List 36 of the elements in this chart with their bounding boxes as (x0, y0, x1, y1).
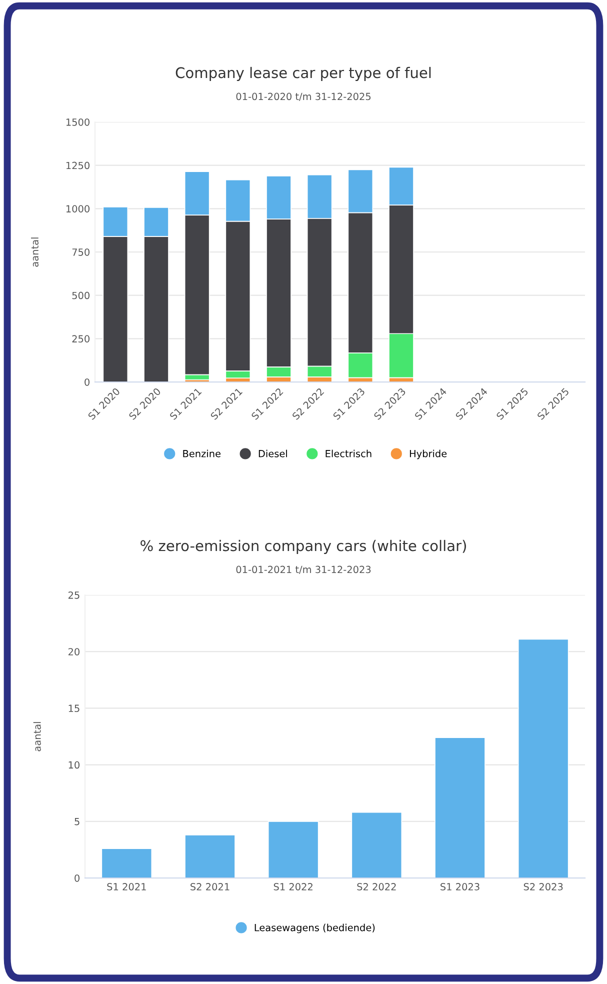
legend-label: Electrisch (326, 450, 372, 458)
y-tick-label: 250 (72, 335, 90, 342)
bar (101, 848, 152, 878)
y-tick-label: 10 (68, 761, 80, 769)
chart-title: % zero-emission company cars (white collar) (140, 540, 466, 554)
chart-subtitle: 01-01-2020 t/m 31-12-2025 (236, 92, 371, 101)
y-tick-label: 5 (74, 818, 80, 826)
legend-label: Diesel (258, 450, 287, 458)
y-tick-label: 750 (72, 248, 90, 256)
bar (518, 638, 569, 878)
legend-label: Leasewagens (bediende) (254, 924, 375, 934)
x-tick-label: S2 2022 (357, 883, 396, 890)
bar (434, 737, 486, 878)
y-tick-label: 0 (84, 378, 90, 386)
y-tick-label: 20 (68, 648, 80, 656)
chart-title: Company lease car per type of fuel (176, 66, 431, 82)
y-tick-label: 1250 (66, 162, 90, 170)
bar (351, 812, 402, 878)
y-tick-label: 15 (68, 704, 80, 712)
bar (184, 834, 236, 878)
y-tick-label: 1000 (66, 205, 90, 212)
bar (268, 820, 319, 878)
y-axis-title: aantal (33, 722, 41, 752)
x-tick-label: S1 2023 (440, 883, 480, 890)
y-axis-title: aantal (30, 238, 39, 267)
x-tick-label: S1 2021 (107, 883, 146, 890)
y-tick-label: 0 (74, 874, 80, 882)
y-tick-label: 500 (72, 292, 90, 300)
y-tick-label: 25 (68, 591, 80, 599)
legend-label: Benzine (183, 450, 220, 458)
x-tick-label: S1 2022 (274, 883, 312, 890)
chart-subtitle: 01-01-2021 t/m 31-12-2023 (236, 566, 371, 574)
x-tick-label: S2 2021 (190, 883, 230, 890)
x-tick-label: S2 2023 (524, 883, 563, 890)
legend-label: Hybride (410, 450, 447, 460)
y-tick-label: 1500 (66, 118, 90, 126)
